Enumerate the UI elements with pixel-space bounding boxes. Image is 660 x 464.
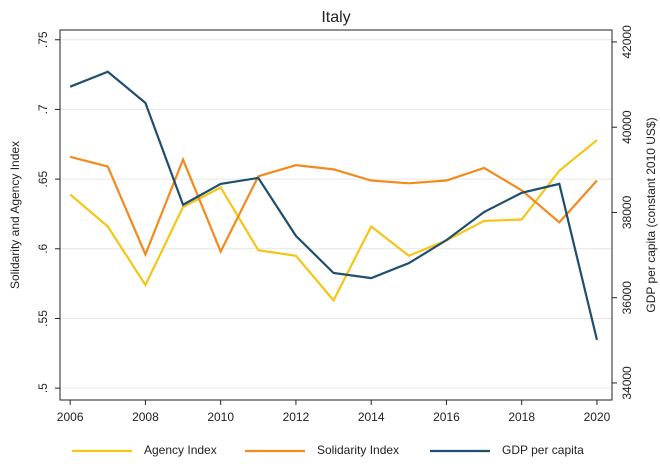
series-line [69, 139, 598, 303]
x-tick-label: 2020 [584, 410, 611, 424]
x-tick-label: 2006 [57, 410, 84, 424]
x-tick-label: 2016 [433, 410, 460, 424]
y2-tick-label: 40000 [620, 110, 634, 144]
y2-tick-label: 36000 [620, 281, 634, 315]
chart-title: Italy [321, 9, 350, 26]
y-tick-label: .75 [36, 31, 50, 48]
legend-label: GDP per capita [502, 443, 584, 457]
plot-frame [59, 29, 613, 401]
x-tick-label: 2010 [207, 410, 234, 424]
y-tick-label: .5 [36, 383, 50, 393]
y-tick-label: .55 [36, 310, 50, 327]
y-tick-label: .6 [36, 243, 50, 253]
x-tick-label: 2008 [132, 410, 159, 424]
legend-label: Solidarity Index [317, 443, 399, 457]
series-line [69, 155, 598, 258]
y2-tick-label: 42000 [620, 25, 634, 59]
x-tick-label: 2012 [283, 410, 310, 424]
y2-axis-label: GDP per capita (constant 2010 US$) [644, 117, 658, 312]
y-tick-label: .65 [36, 170, 50, 187]
y2-tick-label: 38000 [620, 195, 634, 229]
legend-label: Agency Index [144, 443, 217, 457]
x-tick-label: 2014 [358, 410, 385, 424]
y-tick-label: .7 [36, 104, 50, 114]
series-line [69, 70, 599, 341]
y-axis-label: Solidarity and Agency Index [8, 141, 22, 289]
x-tick-label: 2018 [508, 410, 535, 424]
y2-tick-label: 34000 [620, 366, 634, 400]
